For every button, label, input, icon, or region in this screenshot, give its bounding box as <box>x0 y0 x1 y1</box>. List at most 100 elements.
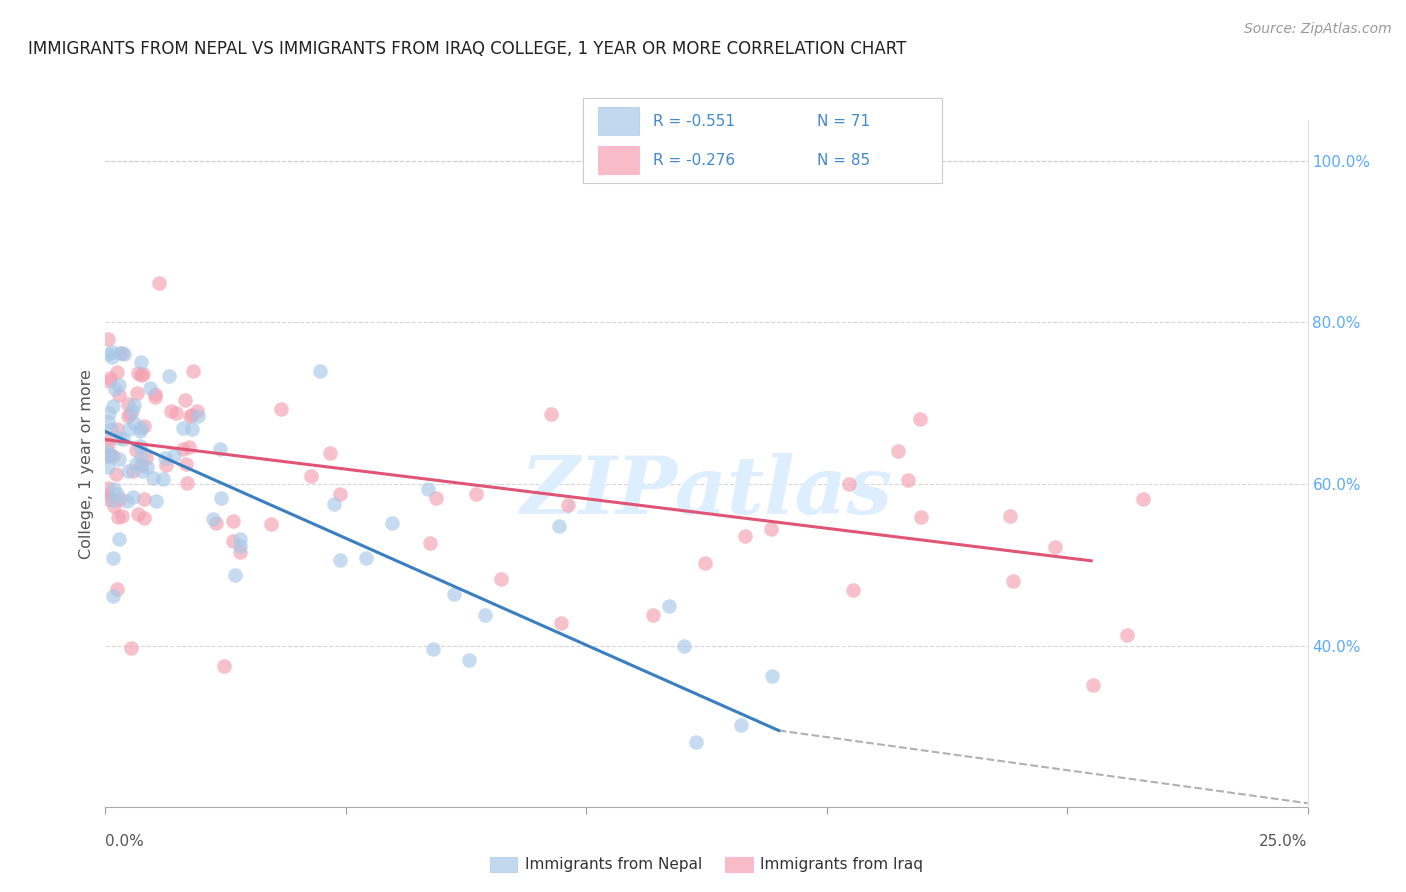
Point <box>118 407 141 421</box>
Point <box>97 332 120 346</box>
Point <box>419 536 441 550</box>
Text: R = -0.276: R = -0.276 <box>654 153 735 168</box>
Point <box>101 344 124 359</box>
Point <box>319 446 342 460</box>
Point <box>98 448 121 462</box>
Point <box>157 369 180 384</box>
Point <box>381 516 404 530</box>
Point <box>422 641 444 656</box>
Point <box>759 522 782 536</box>
Point <box>100 448 122 462</box>
Text: N = 71: N = 71 <box>817 114 870 129</box>
Point <box>98 374 121 388</box>
Point <box>97 347 120 361</box>
Point <box>97 437 120 451</box>
FancyBboxPatch shape <box>598 146 640 175</box>
Point <box>108 491 131 506</box>
Point <box>672 640 695 654</box>
Point <box>97 415 120 429</box>
Point <box>131 464 153 478</box>
Point <box>105 582 128 597</box>
Point <box>135 450 157 465</box>
Point <box>121 404 143 418</box>
Point <box>108 388 131 402</box>
Point <box>103 589 125 603</box>
Point <box>101 399 124 413</box>
Point <box>129 424 152 438</box>
Point <box>97 460 120 475</box>
Point <box>165 406 187 420</box>
Point <box>329 552 352 566</box>
Point <box>641 607 664 622</box>
Point <box>127 507 149 521</box>
Point <box>229 545 252 559</box>
Text: 0.0%: 0.0% <box>105 834 145 849</box>
Point <box>152 472 174 486</box>
Point <box>121 464 143 478</box>
Point <box>122 397 145 411</box>
Point <box>148 277 170 291</box>
Text: ZIPatlas: ZIPatlas <box>520 452 893 530</box>
Point <box>187 409 209 423</box>
Point <box>1081 678 1104 692</box>
Point <box>117 464 139 478</box>
Point <box>132 368 155 382</box>
Point <box>301 468 323 483</box>
Point <box>129 368 152 383</box>
Point <box>112 347 135 361</box>
Point <box>1116 628 1139 642</box>
Legend: Immigrants from Nepal, Immigrants from Iraq: Immigrants from Nepal, Immigrants from I… <box>484 851 929 879</box>
Point <box>120 640 142 655</box>
Point <box>143 390 166 404</box>
Point <box>229 532 252 546</box>
Point <box>125 457 148 471</box>
Point <box>685 735 707 749</box>
Point <box>129 450 152 464</box>
Point <box>224 568 246 582</box>
Text: R = -0.551: R = -0.551 <box>654 114 735 129</box>
Point <box>308 364 330 378</box>
Point <box>108 346 131 360</box>
Point <box>491 572 513 586</box>
Point <box>204 516 226 530</box>
Point <box>172 442 194 456</box>
Point <box>103 499 125 513</box>
Point <box>97 492 120 507</box>
Point <box>181 408 204 422</box>
Point <box>179 409 201 424</box>
Point <box>658 599 681 613</box>
Point <box>124 442 146 457</box>
Point <box>229 539 252 553</box>
Text: 25.0%: 25.0% <box>1260 834 1308 849</box>
Point <box>181 421 204 435</box>
Point <box>464 487 486 501</box>
Point <box>173 393 195 408</box>
Point <box>122 491 145 505</box>
Point <box>143 386 166 401</box>
Point <box>129 355 152 369</box>
Point <box>101 350 124 364</box>
Point <box>98 371 121 385</box>
Point <box>693 557 716 571</box>
Point <box>111 345 134 359</box>
Point <box>1002 574 1025 589</box>
Point <box>97 445 120 459</box>
Point <box>153 450 176 465</box>
Point <box>202 511 225 525</box>
Point <box>734 529 756 543</box>
Point <box>107 422 129 436</box>
Point <box>730 718 752 732</box>
Point <box>117 409 139 423</box>
Point <box>107 452 129 467</box>
Point <box>1132 491 1154 506</box>
Point <box>105 365 128 379</box>
FancyBboxPatch shape <box>598 107 640 136</box>
Point <box>97 449 120 463</box>
Point <box>101 492 124 507</box>
Point <box>103 482 125 496</box>
Point <box>186 404 208 418</box>
Point <box>97 486 120 500</box>
Point <box>474 607 496 622</box>
Point <box>221 533 243 548</box>
Point <box>136 460 159 475</box>
